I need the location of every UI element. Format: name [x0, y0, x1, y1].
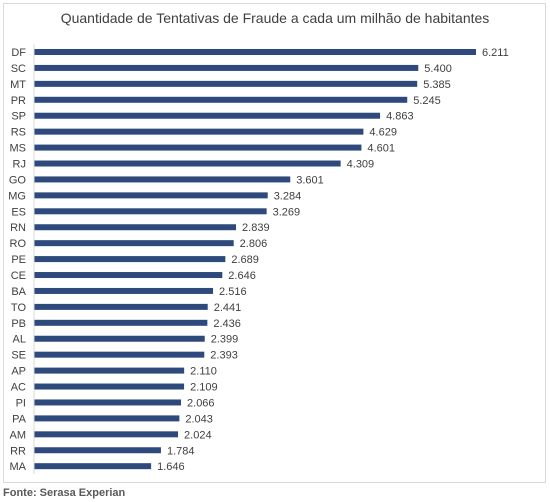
value-label: 5.400	[424, 63, 452, 75]
value-label: 1.646	[157, 461, 185, 473]
bar	[34, 367, 185, 374]
value-label: 2.646	[228, 270, 256, 282]
category-label: SE	[11, 350, 26, 362]
category-label: AM	[10, 429, 27, 441]
value-label: 3.269	[273, 206, 301, 218]
category-label: PA	[12, 413, 27, 425]
category-label: AC	[11, 382, 26, 394]
bar	[34, 128, 364, 135]
value-label: 2.024	[184, 429, 212, 441]
value-label: 2.393	[210, 350, 238, 362]
bar	[34, 431, 179, 438]
category-label: PR	[11, 95, 26, 107]
value-label: 2.066	[187, 397, 215, 409]
bar	[34, 447, 161, 454]
category-label: BA	[11, 286, 26, 298]
category-label: MA	[10, 461, 27, 473]
value-label: 2.689	[231, 254, 259, 266]
value-label: 2.516	[219, 286, 247, 298]
bar	[34, 272, 223, 279]
value-label: 6.211	[482, 47, 509, 59]
bar	[34, 176, 291, 183]
category-label: TO	[11, 302, 27, 314]
value-label: 2.109	[190, 382, 218, 394]
category-label: PE	[11, 254, 26, 266]
bar	[34, 192, 268, 199]
value-label: 4.601	[367, 143, 395, 155]
bar	[34, 208, 267, 215]
value-label: 5.385	[423, 79, 451, 91]
bar	[34, 415, 180, 422]
value-label: 2.436	[213, 318, 241, 330]
category-label: SP	[11, 111, 26, 123]
category-label: CE	[11, 270, 26, 282]
bar	[34, 80, 418, 87]
bar	[34, 240, 234, 247]
value-label: 4.309	[347, 159, 375, 171]
category-label: AL	[13, 334, 26, 346]
bar	[34, 463, 152, 470]
bar	[34, 335, 205, 342]
source-note: Fonte: Serasa Experian	[3, 487, 126, 499]
category-label: RN	[10, 222, 26, 234]
category-label: MG	[8, 190, 26, 202]
category-label: ES	[11, 206, 26, 218]
category-label: SC	[11, 63, 26, 75]
value-label: 2.806	[240, 238, 268, 250]
bar	[34, 160, 341, 167]
value-label: 2.839	[242, 222, 270, 234]
category-label: PB	[11, 318, 26, 330]
bar	[34, 351, 205, 358]
bar	[34, 64, 419, 71]
chart-title: Quantidade de Tentativas de Fraude a cad…	[60, 10, 490, 26]
category-label: MS	[10, 143, 27, 155]
bar	[34, 383, 185, 390]
value-label: 4.863	[386, 111, 414, 123]
bar	[34, 144, 362, 151]
value-label: 3.284	[274, 190, 302, 202]
category-label: AP	[11, 366, 26, 378]
bar	[34, 319, 208, 326]
bar	[34, 112, 381, 119]
category-label: RR	[10, 445, 26, 457]
bar-chart: DF 6.211 SC 5.400 MT 5.385 PR 5.245 SP 4.863 RS 4.6…	[8, 44, 509, 475]
value-label: 2.110	[190, 366, 217, 378]
value-label: 5.245	[413, 95, 441, 107]
category-label: DF	[11, 47, 26, 59]
category-label: PI	[16, 397, 26, 409]
value-label: 3.601	[296, 174, 324, 186]
value-label: 1.784	[167, 445, 195, 457]
bar	[34, 287, 214, 294]
value-label: 2.043	[185, 413, 213, 425]
bar	[34, 224, 237, 231]
value-label: 2.441	[214, 302, 242, 314]
bar	[34, 96, 408, 103]
category-label: RS	[11, 127, 26, 139]
category-label: RO	[10, 238, 27, 250]
value-label: 4.629	[369, 127, 397, 139]
category-label: MT	[10, 79, 26, 91]
bar	[34, 256, 226, 263]
bar	[34, 399, 182, 406]
category-label: RJ	[13, 159, 26, 171]
category-label: GO	[9, 174, 27, 186]
bar	[34, 49, 476, 55]
value-label: 2.399	[211, 334, 239, 346]
bar	[34, 303, 208, 310]
